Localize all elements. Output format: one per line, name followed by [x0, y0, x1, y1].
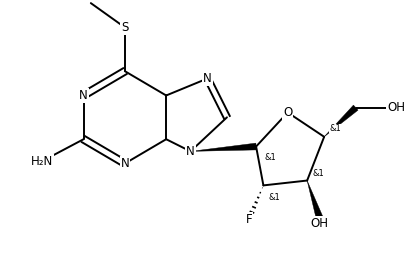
Text: &1: &1: [264, 153, 276, 162]
Text: &1: &1: [329, 124, 341, 133]
Text: N: N: [79, 89, 88, 102]
Text: S: S: [121, 21, 129, 34]
Polygon shape: [307, 181, 322, 218]
Text: H₂N: H₂N: [31, 155, 54, 168]
Text: OH: OH: [387, 101, 405, 114]
Text: &1: &1: [268, 193, 280, 202]
Text: &1: &1: [313, 169, 325, 178]
Text: N: N: [186, 145, 195, 158]
Text: F: F: [246, 213, 252, 226]
Polygon shape: [190, 143, 256, 151]
Text: N: N: [203, 72, 212, 85]
Text: N: N: [120, 157, 129, 170]
Polygon shape: [324, 105, 358, 137]
Text: OH: OH: [310, 217, 328, 230]
Text: O: O: [283, 106, 292, 119]
